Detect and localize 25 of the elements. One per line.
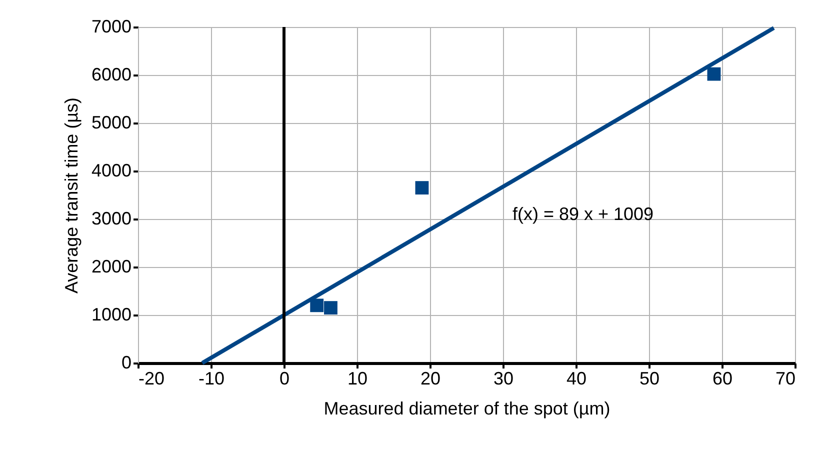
x-tick-label: 20 xyxy=(420,368,441,388)
x-tick-label: -20 xyxy=(138,368,165,388)
x-tick-label: -10 xyxy=(198,368,225,388)
y-tick-label: 7000 xyxy=(91,16,132,36)
point xyxy=(324,301,338,315)
x-tick-label: 60 xyxy=(712,368,733,388)
x-tick-label: 30 xyxy=(493,368,514,388)
y-tick-label: 6000 xyxy=(91,64,132,84)
x-tick-label: 0 xyxy=(279,368,290,388)
x-axis-title: Measured diameter of the spot (µm) xyxy=(324,398,610,418)
x-tick-label: 50 xyxy=(639,368,660,388)
y-tick-label: 4000 xyxy=(91,160,132,180)
x-tick-label: 10 xyxy=(347,368,368,388)
y-tick-label: 2000 xyxy=(91,256,132,276)
x-tick-label: 40 xyxy=(566,368,587,388)
y-axis-title: Average transit time (µs) xyxy=(61,97,82,294)
point xyxy=(310,298,324,312)
annotation: f(x) = 89 x + 1009 xyxy=(512,204,654,224)
y-tick-label: 1000 xyxy=(91,304,132,324)
y-tick-label: 0 xyxy=(121,352,132,372)
x-tick-label: 70 xyxy=(775,368,796,388)
y-tick-label: 3000 xyxy=(91,208,132,228)
y-tick-label: 5000 xyxy=(91,112,132,132)
point xyxy=(707,67,721,81)
point xyxy=(415,181,429,195)
